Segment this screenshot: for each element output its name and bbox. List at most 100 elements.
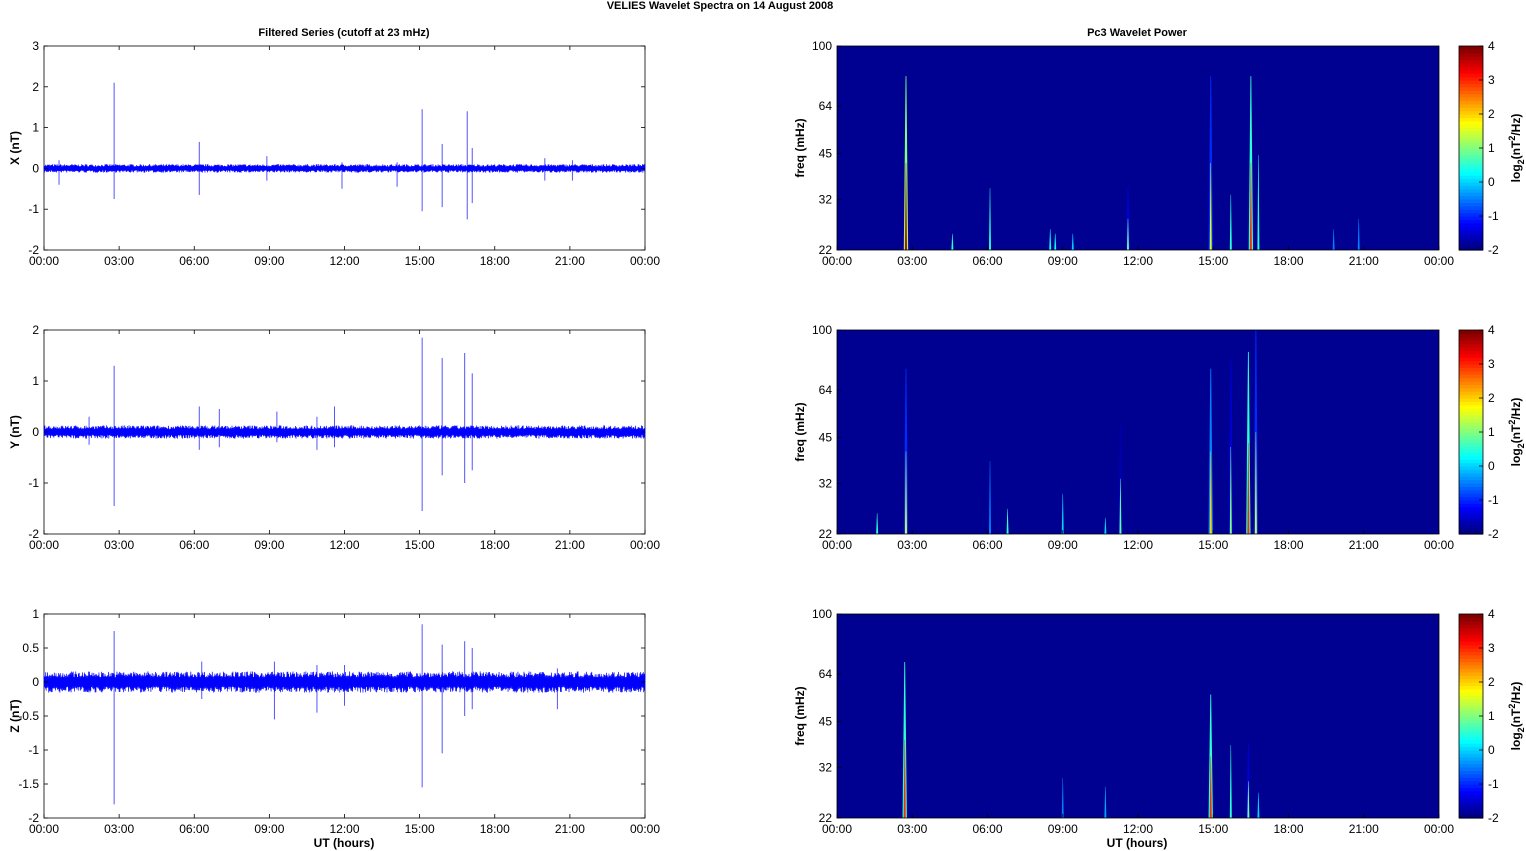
colorbar-step bbox=[1459, 233, 1483, 237]
power-event-core bbox=[1229, 194, 1232, 250]
colorbar-step bbox=[1459, 246, 1483, 251]
xtick-label: 06:00 bbox=[179, 538, 209, 552]
colorbar-step bbox=[1459, 144, 1483, 149]
colorbar-step bbox=[1459, 377, 1483, 382]
power-event-core bbox=[1357, 218, 1360, 250]
xtick-label: 21:00 bbox=[1349, 822, 1379, 836]
colorbar-step bbox=[1459, 83, 1483, 88]
colorbar-step bbox=[1459, 624, 1483, 629]
colorbar-step bbox=[1459, 658, 1483, 663]
colorbar-step bbox=[1459, 239, 1483, 244]
ytick-label: 32 bbox=[819, 761, 833, 775]
colorbar-step bbox=[1459, 733, 1483, 737]
colorbar-step bbox=[1459, 455, 1483, 460]
colorbar-step bbox=[1459, 804, 1483, 809]
colorbar-tick-label: 2 bbox=[1488, 107, 1495, 121]
colorbar-step bbox=[1459, 753, 1483, 758]
colorbar-tick-label: -1 bbox=[1488, 209, 1499, 223]
colorbar-tick-label: 0 bbox=[1488, 459, 1495, 473]
xtick-label: 21:00 bbox=[1349, 538, 1379, 552]
power-event-core bbox=[1249, 163, 1252, 250]
colorbar-step bbox=[1459, 503, 1483, 508]
colorbar-step bbox=[1459, 151, 1483, 156]
xtick-label: 21:00 bbox=[555, 254, 585, 268]
colorbar-step bbox=[1459, 100, 1483, 105]
power-event bbox=[1125, 187, 1131, 250]
colorbar-tick-label: 4 bbox=[1488, 39, 1495, 53]
xtick-label: 21:00 bbox=[1349, 254, 1379, 268]
colorbar-step bbox=[1459, 767, 1483, 771]
colorbar-step bbox=[1459, 682, 1483, 686]
colorbar-label-part: (nT bbox=[1509, 708, 1523, 727]
ytick-label: 45 bbox=[819, 715, 833, 729]
heatmap-background bbox=[837, 330, 1439, 534]
colorbar-tick-label: -2 bbox=[1488, 243, 1499, 257]
colorbar-step bbox=[1459, 73, 1483, 78]
colorbar-step bbox=[1459, 219, 1483, 224]
ytick-label: -2 bbox=[28, 811, 39, 825]
ytick-label: 64 bbox=[819, 383, 833, 397]
colorbar-step bbox=[1459, 675, 1483, 680]
colorbar-step bbox=[1459, 107, 1483, 112]
ytick-label: 0 bbox=[32, 675, 39, 689]
colorbar-step bbox=[1459, 452, 1483, 457]
colorbar-step bbox=[1459, 182, 1483, 186]
xtick-label: 00:00 bbox=[822, 538, 852, 552]
power-event-core bbox=[1209, 451, 1212, 534]
power-event bbox=[1228, 360, 1234, 534]
xtick-label: 06:00 bbox=[972, 254, 1002, 268]
heatmap-background bbox=[837, 614, 1439, 818]
colorbar-step bbox=[1459, 797, 1483, 802]
colorbar-step bbox=[1459, 205, 1483, 210]
ylabel: freq (mHz) bbox=[793, 402, 807, 461]
colorbar-step bbox=[1459, 661, 1483, 666]
colorbar-step bbox=[1459, 648, 1483, 652]
xtick-label: 00:00 bbox=[630, 254, 660, 268]
ytick-label: 2 bbox=[32, 323, 39, 337]
xtick-label: 12:00 bbox=[1123, 254, 1153, 268]
xtick-label: 18:00 bbox=[480, 822, 510, 836]
colorbar-step bbox=[1459, 425, 1483, 430]
colorbar-step bbox=[1459, 63, 1483, 67]
power-event-core bbox=[1332, 229, 1335, 250]
colorbar-tick-label: -1 bbox=[1488, 777, 1499, 791]
colorbar-step bbox=[1459, 736, 1483, 741]
ytick-label: 100 bbox=[812, 39, 832, 53]
ytick-label: -2 bbox=[28, 243, 39, 257]
colorbar-step bbox=[1459, 134, 1483, 139]
colorbar-step bbox=[1459, 158, 1483, 163]
colorbar-step bbox=[1459, 651, 1483, 656]
colorbar-step bbox=[1459, 330, 1483, 334]
xtick-label: 00:00 bbox=[822, 254, 852, 268]
power-event-core bbox=[1257, 792, 1260, 818]
colorbar-step bbox=[1459, 523, 1483, 528]
ytick-label: 22 bbox=[819, 243, 833, 257]
colorbar-step bbox=[1459, 340, 1483, 345]
colorbar-step bbox=[1459, 421, 1483, 426]
colorbar-step bbox=[1459, 777, 1483, 782]
power-event-core bbox=[1119, 478, 1122, 534]
colorbar-step bbox=[1459, 807, 1483, 812]
colorbar-step bbox=[1459, 435, 1483, 440]
right-column-title: Pc3 Wavelet Power bbox=[1087, 27, 1188, 39]
colorbar-step bbox=[1459, 185, 1483, 190]
xtick-label: 00:00 bbox=[822, 822, 852, 836]
plot-area: -2 -1 0 1 2 3 00:00 03:00 06:00 09:00 12:00 15:00 18… bbox=[8, 39, 1526, 836]
colorbar-step bbox=[1459, 56, 1483, 61]
xtick-label: 15:00 bbox=[1198, 538, 1228, 552]
colorbar-step bbox=[1459, 716, 1483, 720]
colorbar-step bbox=[1459, 192, 1483, 197]
colorbar-step bbox=[1459, 374, 1483, 379]
colorbar-step bbox=[1459, 154, 1483, 159]
colorbar-label-part: 2 bbox=[1516, 727, 1526, 732]
power-event-core bbox=[989, 461, 992, 534]
colorbar-step bbox=[1459, 222, 1483, 227]
colorbar-step bbox=[1459, 520, 1483, 525]
colorbar-step bbox=[1459, 496, 1483, 501]
colorbar-tick-label: 3 bbox=[1488, 357, 1495, 371]
ytick-label: 0 bbox=[32, 161, 39, 175]
colorbar-label-part: log bbox=[1509, 448, 1523, 466]
